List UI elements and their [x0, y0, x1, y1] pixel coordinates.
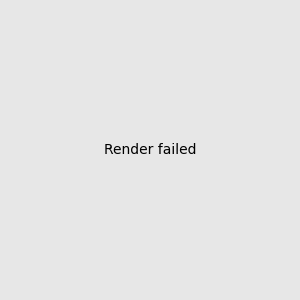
Text: Render failed: Render failed [104, 143, 196, 157]
